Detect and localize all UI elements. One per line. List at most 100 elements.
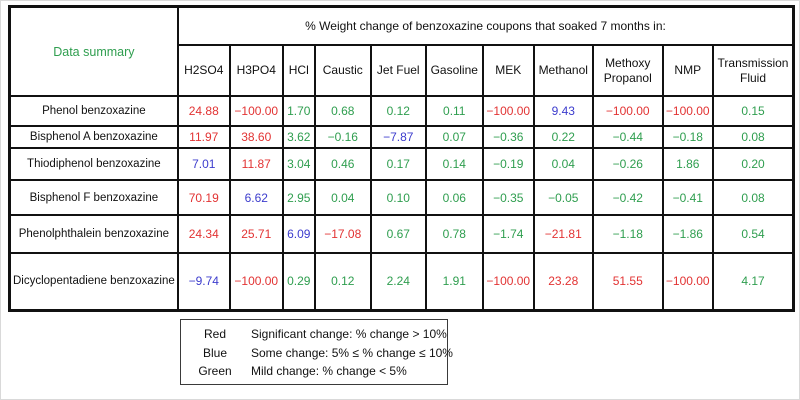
column-header-transmission-fluid: Transmission Fluid [711, 44, 795, 97]
table-row-phenol-benzoxazine: Phenol benzoxazine 24.88 −100.00 1.70 0.68 0.… [8, 95, 795, 127]
value-cell: 0.22 [532, 125, 594, 149]
value-cell: −0.26 [591, 147, 664, 181]
row-label: Phenol benzoxazine [8, 95, 179, 127]
value-cell: 0.08 [711, 179, 795, 216]
row-label: Phenolphthalein benzoxazine [8, 214, 179, 254]
legend-item-blue: Blue Some change: 5% ≤ % change ≤ 10% [189, 345, 453, 360]
column-header-methoxy-propanol: Methoxy Propanol [591, 44, 664, 97]
value-cell: −1.74 [481, 214, 535, 254]
value-cell: 9.43 [532, 95, 594, 127]
value-cell: −17.08 [313, 214, 372, 254]
value-cell: 6.62 [228, 179, 284, 216]
value-cell: 0.04 [532, 147, 594, 181]
value-cell: −100.00 [591, 95, 664, 127]
column-header-h2so4: H2SO4 [176, 44, 231, 97]
column-header-hcl: HCl [281, 44, 316, 97]
value-cell: 0.20 [711, 147, 795, 181]
value-cell: 3.04 [281, 147, 316, 181]
legend-item-red: Red Significant change: % change > 10% [189, 327, 447, 341]
value-cell: −0.05 [532, 179, 594, 216]
value-cell: −0.16 [313, 125, 372, 149]
value-cell: −0.35 [481, 179, 535, 216]
value-cell: 0.08 [711, 125, 795, 149]
column-header-caustic: Caustic [313, 44, 372, 97]
value-cell: −21.81 [532, 214, 594, 254]
value-cell: 0.78 [424, 214, 484, 254]
value-cell: 24.34 [176, 214, 231, 254]
table-row-thiodiphenol-benzoxazine: Thiodiphenol benzoxazine 7.01 11.87 3.04 0.4… [8, 147, 795, 181]
column-header-h3po4: H3PO4 [228, 44, 284, 97]
value-cell: 6.09 [281, 214, 316, 254]
row-label: Thiodiphenol benzoxazine [8, 147, 179, 181]
column-header-methanol: Methanol [532, 44, 594, 97]
value-cell: 23.28 [532, 252, 594, 311]
value-cell: 1.91 [424, 252, 484, 311]
value-cell: −1.18 [591, 214, 664, 254]
table-row-phenolphthalein-benzoxazine: Phenolphthalein benzoxazine 24.34 25.71 6.0… [8, 214, 795, 254]
legend-description: Significant change: % change > 10% [251, 327, 447, 341]
legend-description: Mild change: % change < 5% [251, 364, 407, 378]
value-cell: −0.41 [661, 179, 714, 216]
value-cell: 11.87 [228, 147, 284, 181]
table-row-dicyclopentadiene-benzoxazine: Dicyclopentadiene benzoxazine −9.74 −100.0… [8, 252, 795, 311]
legend-box: Red Significant change: % change > 10% B… [180, 319, 453, 385]
value-cell: 25.71 [228, 214, 284, 254]
value-cell: 0.67 [369, 214, 427, 254]
value-cell: −100.00 [661, 95, 714, 127]
value-cell: 0.17 [369, 147, 427, 181]
value-cell: −100.00 [228, 252, 284, 311]
column-header-nmp: NMP [661, 44, 714, 97]
value-cell: 7.01 [176, 147, 231, 181]
value-cell: 0.04 [313, 179, 372, 216]
value-cell: −7.87 [369, 125, 427, 149]
value-cell: 11.97 [176, 125, 231, 149]
value-cell: −100.00 [481, 95, 535, 127]
legend-color-name: Blue [202, 345, 228, 360]
value-cell: −0.42 [591, 179, 664, 216]
value-cell: −100.00 [481, 252, 535, 311]
value-cell: 70.19 [176, 179, 231, 216]
value-cell: 1.86 [661, 147, 714, 181]
value-cell: 0.46 [313, 147, 372, 181]
value-cell: −0.44 [591, 125, 664, 149]
column-header-row: H2SO4 H3PO4 HCl Caustic Jet Fuel Gasoline MEK M… [10, 44, 795, 97]
value-cell: −0.19 [481, 147, 535, 181]
row-label: Bisphenol F benzoxazine [8, 179, 179, 216]
value-cell: 0.12 [369, 95, 427, 127]
value-cell: −100.00 [661, 252, 714, 311]
column-header-mek: MEK [481, 44, 535, 97]
value-cell: 1.70 [281, 95, 316, 127]
value-cell: 3.62 [281, 125, 316, 149]
row-label: Bisphenol A benzoxazine [8, 125, 179, 149]
value-cell: 0.68 [313, 95, 372, 127]
value-cell: 0.12 [313, 252, 372, 311]
value-cell: 0.11 [424, 95, 484, 127]
value-cell: −9.74 [176, 252, 231, 311]
legend-item-green: Green Mild change: % change < 5% [189, 364, 439, 378]
legend-description: Some change: 5% ≤ % change ≤ 10% [251, 345, 453, 360]
value-cell: −0.18 [661, 125, 714, 149]
value-cell: 24.88 [176, 95, 231, 127]
weight-change-table: Data summary % Weight change of benzoxaz… [8, 5, 796, 312]
value-cell: 0.54 [711, 214, 795, 254]
value-cell: −1.86 [661, 214, 714, 254]
value-cell: 38.60 [228, 125, 284, 149]
legend-color-name: Red [203, 327, 226, 341]
value-cell: 2.24 [369, 252, 427, 311]
value-cell: 0.07 [424, 125, 484, 149]
value-cell: 0.14 [424, 147, 484, 181]
value-cell: 51.55 [591, 252, 664, 311]
table-row-bisphenol-f-benzoxazine: Bisphenol F benzoxazine 70.19 6.62 2.95 0.04… [8, 179, 795, 216]
table-row-bisphenol-a-benzoxazine: Bisphenol A benzoxazine 11.97 38.60 3.62 −0.… [8, 125, 795, 149]
column-header-jet-fuel: Jet Fuel [369, 44, 427, 97]
value-cell: −0.36 [481, 125, 535, 149]
value-cell: −100.00 [228, 95, 284, 127]
column-header-gasoline: Gasoline [424, 44, 484, 97]
row-label: Dicyclopentadiene benzoxazine [8, 252, 179, 311]
value-cell: 0.06 [424, 179, 484, 216]
value-cell: 4.17 [711, 252, 795, 311]
corner-data-summary-label: Data summary [8, 5, 179, 97]
value-cell: 0.15 [711, 95, 795, 127]
value-cell: 0.29 [281, 252, 316, 311]
